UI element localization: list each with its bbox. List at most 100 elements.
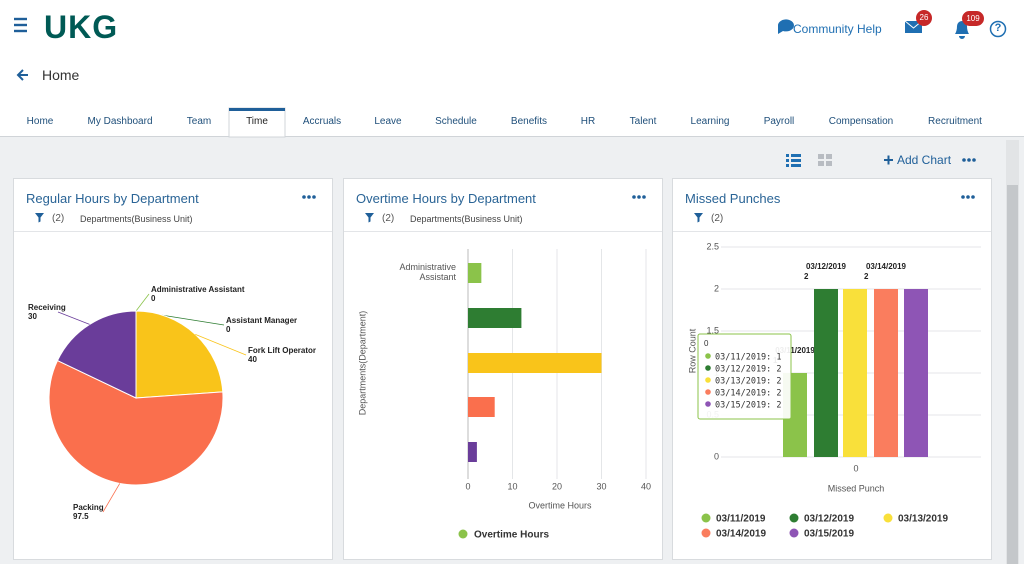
legend-marker (701, 513, 711, 523)
menu-dot (971, 195, 975, 199)
alert-count: 109 (966, 14, 980, 23)
grid-view-icon[interactable] (818, 154, 832, 166)
bell-icon[interactable] (955, 21, 969, 39)
mail-badge (916, 10, 932, 26)
leader-line (135, 293, 150, 312)
data-label-value: 2 (864, 272, 869, 281)
slice-value: 40 (248, 355, 257, 364)
menu-dot (966, 195, 970, 199)
breadcrumb[interactable]: Home (42, 67, 80, 83)
tab[interactable]: Compensation (828, 116, 894, 127)
tooltip-title: 0 (704, 339, 709, 348)
card-menu[interactable] (302, 195, 316, 199)
data-label-value: 2 (804, 272, 809, 281)
card-chart: 00.511.522.503/11/2019103/12/2019203/14/… (673, 195, 991, 540)
logo: UKG (44, 9, 119, 45)
y-axis-title: Departments(Department) (357, 311, 367, 416)
help-icon[interactable] (989, 20, 1007, 38)
tab[interactable]: Schedule (435, 116, 477, 127)
y-tick-label: Administrative Assistant (399, 262, 456, 282)
tab[interactable]: Talent (629, 116, 657, 127)
tooltip-box (697, 333, 792, 420)
help-text[interactable]: ? (994, 22, 1002, 34)
help-chat-icon[interactable] (778, 19, 794, 34)
toolbar-menu[interactable] (962, 158, 976, 162)
slice-label: Receiving (28, 303, 66, 312)
filter-count: (2) (52, 213, 65, 224)
card-title: Regular Hours by Department (26, 191, 199, 206)
tab[interactable]: Accruals (302, 116, 342, 127)
tab[interactable]: Home (26, 116, 54, 127)
legend-marker (789, 528, 799, 538)
tab[interactable]: My Dashboard (87, 116, 153, 127)
bar (468, 397, 495, 417)
x-axis-title: Missed Punch (828, 483, 885, 493)
community-help[interactable]: Community Help (793, 22, 882, 36)
tab[interactable]: Benefits (510, 116, 548, 127)
tooltip-item: 03/15/2019: 2 (715, 401, 782, 411)
leader-line (57, 311, 90, 325)
active-tab-bar (229, 108, 285, 111)
y-tick-label: 2.5 (706, 241, 719, 251)
slice-label: Fork Lift Operator (248, 346, 316, 355)
tooltip-marker (705, 389, 711, 395)
alert-badge (962, 11, 984, 26)
add-icon[interactable] (884, 155, 893, 165)
slice-value: 30 (28, 312, 37, 321)
tooltip-item: 03/14/2019: 2 (715, 389, 782, 399)
filter-icon (365, 213, 374, 223)
tab[interactable]: HR (580, 116, 596, 127)
filter-label: Departments(Business Unit) (410, 214, 523, 224)
x-tick-label: 10 (507, 481, 517, 491)
filter-label: Departments(Business Unit) (80, 214, 193, 224)
card-menu[interactable] (632, 195, 646, 199)
data-label-name: 03/11/2019 (775, 346, 815, 355)
menu-dot (302, 195, 306, 199)
legend-marker (883, 513, 893, 523)
menu-dot (312, 195, 316, 199)
pie-slice (48, 359, 224, 486)
bar (814, 289, 838, 457)
pie-slice (56, 310, 137, 399)
slice-label: Packing (73, 503, 104, 512)
y-tick-label: 1.5 (706, 325, 719, 335)
slice-value: 97.5 (73, 512, 89, 521)
tab[interactable]: Leave (374, 116, 402, 127)
menu-dot (307, 195, 311, 199)
card: Missed Punches(2)00.511.522.503/11/20191… (672, 178, 992, 560)
slice-value: 0 (226, 325, 231, 334)
bar (904, 289, 928, 457)
leader-line (102, 483, 121, 513)
y-tick-label: 2 (714, 283, 719, 293)
legend-marker (458, 529, 468, 539)
list-view-icon[interactable] (786, 154, 801, 167)
bar (874, 289, 898, 457)
card-menu[interactable] (961, 195, 975, 199)
tooltip-item: 03/13/2019: 2 (715, 377, 782, 387)
legend-label: 03/11/2019 (716, 514, 766, 525)
mail-count: 26 (919, 13, 929, 22)
card-title: Overtime Hours by Department (356, 191, 536, 206)
slice-label: Administrative Assistant (151, 285, 245, 294)
legend-label: Overtime Hours (474, 530, 549, 541)
tab[interactable]: Team (186, 116, 212, 127)
scrollbar-thumb[interactable] (1007, 185, 1018, 564)
x-tick-label: 0 (853, 463, 858, 473)
tooltip-item: 03/12/2019: 2 (715, 365, 782, 375)
tab[interactable]: Payroll (763, 116, 795, 127)
tooltip-item: 03/11/2019: 1 (715, 353, 782, 363)
slice-label: Assistant Manager (226, 316, 297, 325)
legend-label: 03/13/2019 (898, 514, 948, 525)
y-tick-label: 0 (714, 451, 719, 461)
tooltip-marker (705, 377, 711, 383)
tab[interactable]: Time (246, 116, 268, 127)
add-chart[interactable]: Add Chart (897, 153, 952, 167)
menu-icon[interactable] (14, 17, 27, 33)
bar (468, 353, 602, 373)
card: Overtime Hours by Department (2) Departmen… (343, 178, 663, 560)
card: Regular Hours by Department (2) Department… (13, 178, 333, 560)
back-arrow[interactable] (16, 69, 28, 81)
tab[interactable]: Learning (690, 116, 730, 127)
tab[interactable]: Recruitment (928, 116, 982, 127)
